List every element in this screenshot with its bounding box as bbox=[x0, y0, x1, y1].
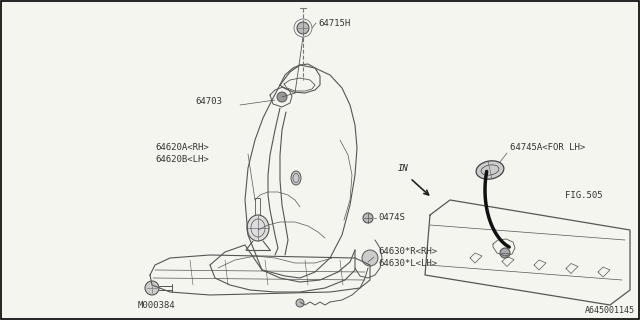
Text: 64620B<LH>: 64620B<LH> bbox=[155, 156, 209, 164]
Text: 64620A<RH>: 64620A<RH> bbox=[155, 143, 209, 153]
Text: A645001145: A645001145 bbox=[585, 306, 635, 315]
Text: 0474S: 0474S bbox=[378, 213, 405, 222]
Circle shape bbox=[297, 22, 309, 34]
Circle shape bbox=[363, 213, 373, 223]
Text: FIG.505: FIG.505 bbox=[565, 191, 603, 201]
Circle shape bbox=[500, 248, 510, 258]
Text: M000384: M000384 bbox=[138, 300, 175, 309]
Ellipse shape bbox=[476, 161, 504, 179]
Text: 64630*R<RH>: 64630*R<RH> bbox=[378, 247, 437, 257]
Circle shape bbox=[145, 281, 159, 295]
Ellipse shape bbox=[291, 171, 301, 185]
Circle shape bbox=[362, 250, 378, 266]
Text: 64745A<FOR LH>: 64745A<FOR LH> bbox=[510, 143, 585, 153]
Circle shape bbox=[277, 92, 287, 102]
Ellipse shape bbox=[247, 215, 269, 241]
Text: 64703: 64703 bbox=[195, 98, 222, 107]
Text: IN: IN bbox=[398, 164, 409, 173]
Circle shape bbox=[296, 299, 304, 307]
Text: 64715H: 64715H bbox=[318, 19, 350, 28]
Text: 64630*L<LH>: 64630*L<LH> bbox=[378, 260, 437, 268]
